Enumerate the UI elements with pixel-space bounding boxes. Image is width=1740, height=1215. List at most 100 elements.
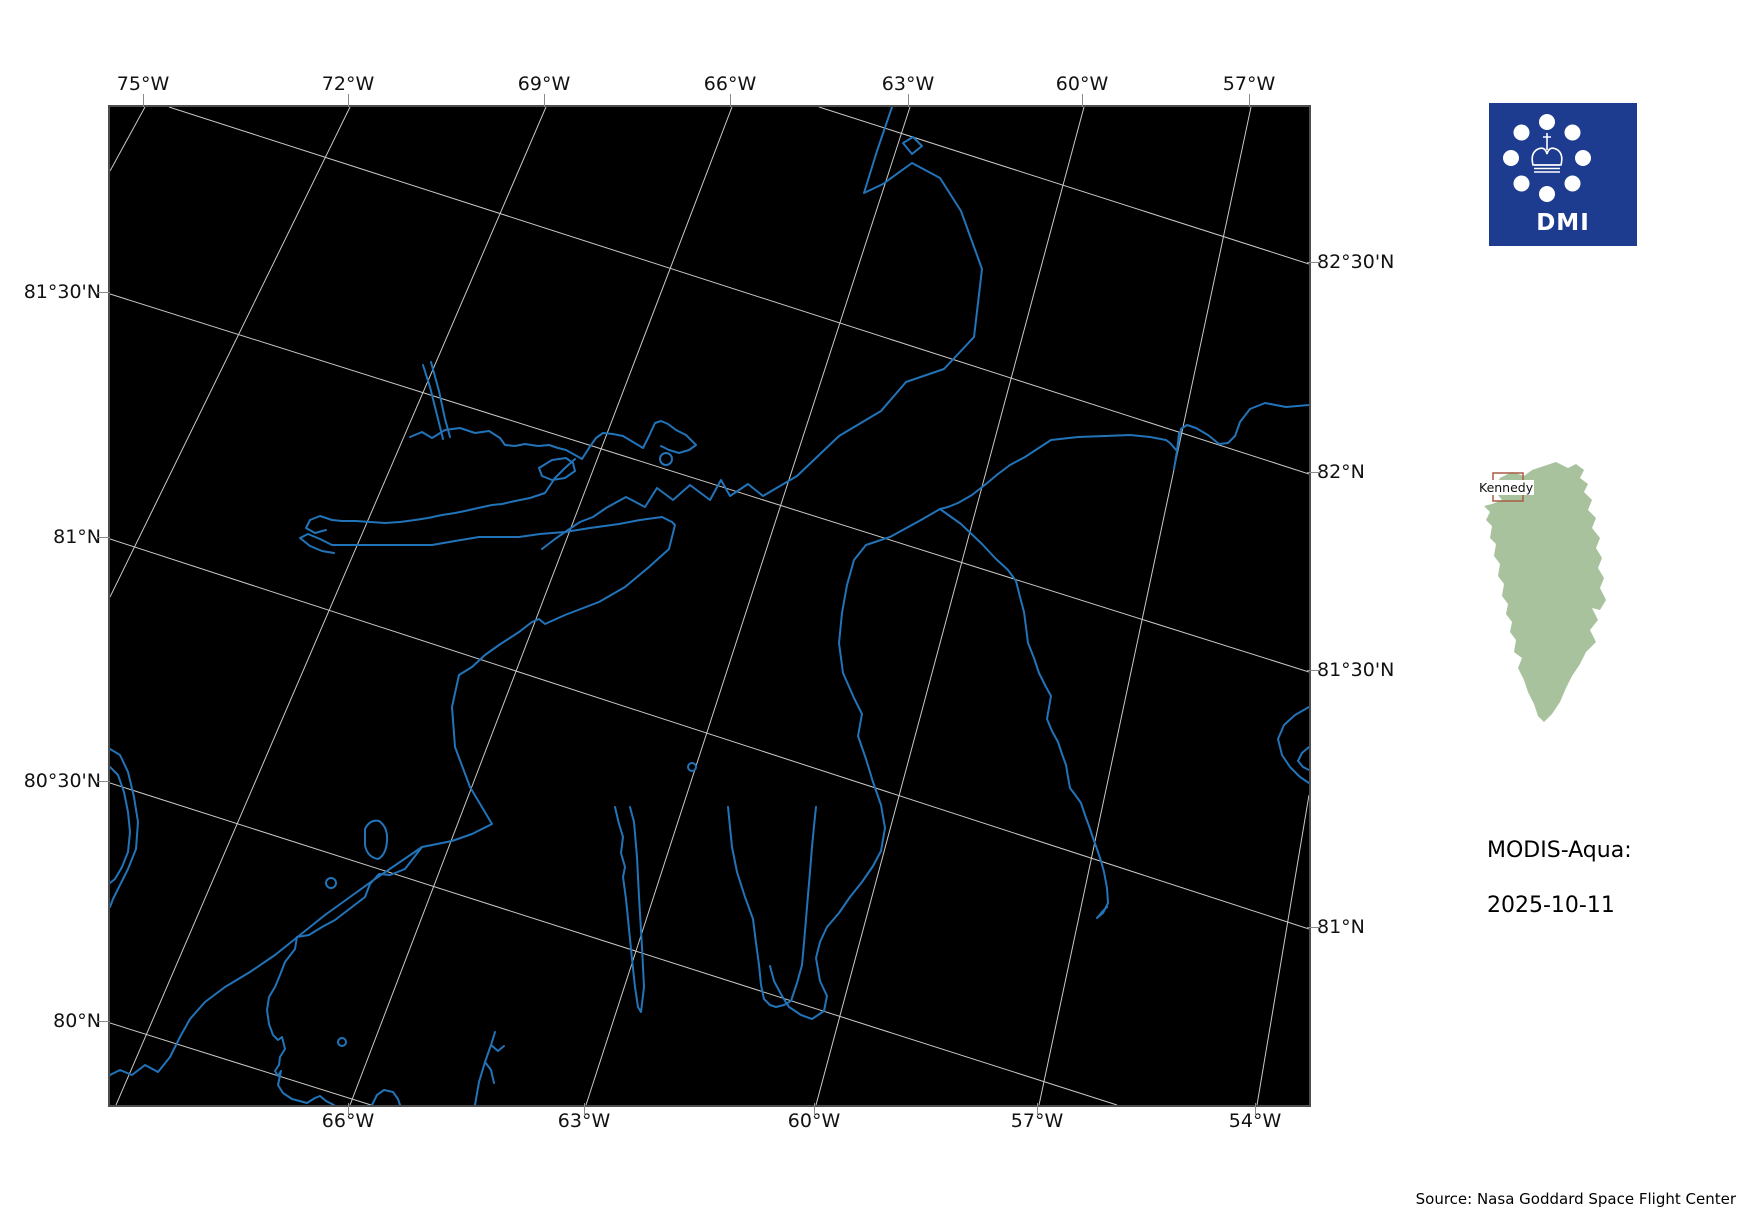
axis-label-right: 81°N [1317, 916, 1365, 938]
satellite-name-caption: MODIS-Aqua: [1487, 838, 1632, 863]
logo-dot [1564, 175, 1581, 192]
coastline-path [659, 452, 673, 466]
coastline-path [939, 508, 1109, 919]
axis-label-bottom: 57°W [1010, 1110, 1064, 1132]
dmi-logo: DMI [1489, 103, 1637, 246]
axis-tick [1307, 670, 1320, 671]
axis-label-left: 80°N [53, 1010, 101, 1032]
region-label: Kennedy [1478, 480, 1535, 495]
coastline-path [538, 457, 576, 481]
axis-tick [143, 94, 144, 107]
coastline-path [110, 748, 139, 908]
coastline-path [541, 107, 983, 550]
graticule-line-82°N [168, 107, 1309, 475]
axis-label-left: 81°30'N [23, 281, 101, 303]
axis-tick [1255, 1103, 1256, 1116]
graticule-line-75°W [110, 107, 146, 172]
axis-tick [1307, 262, 1320, 263]
graticule-line-81°N [110, 538, 1309, 930]
graticule-line-72°W [110, 107, 351, 598]
graticule-line-80°30'N [110, 782, 1118, 1105]
graticule-line-66°W [349, 107, 733, 1105]
axis-tick [348, 94, 349, 107]
axis-tick [1307, 472, 1320, 473]
axis-label-top: 69°W [517, 73, 571, 95]
axis-label-top: 75°W [116, 73, 170, 95]
axis-label-right: 82°N [1317, 461, 1365, 483]
axis-tick [1307, 927, 1320, 928]
coastline-path [422, 361, 451, 440]
coastline-path [687, 762, 697, 772]
axis-tick [544, 94, 545, 107]
graticule-line-81°30'N [110, 293, 1309, 673]
map-area [108, 105, 1311, 1107]
axis-tick [97, 781, 110, 782]
axis-tick [814, 1103, 815, 1116]
axis-label-right: 81°30'N [1317, 659, 1395, 681]
map-canvas [110, 107, 1309, 1105]
coastline-path [337, 1037, 347, 1047]
logo-dot [1564, 124, 1581, 141]
logo-dot [1539, 186, 1555, 202]
axis-label-bottom: 63°W [557, 1110, 611, 1132]
dmi-logo-graphic [1489, 103, 1637, 246]
coastline-path [305, 458, 576, 534]
coastline-path [727, 806, 817, 1008]
axis-label-top: 60°W [1055, 73, 1109, 95]
coastline-path [902, 136, 923, 155]
coastline-path [769, 508, 941, 1020]
axis-tick [1037, 1103, 1038, 1116]
graticule-lines [110, 107, 1309, 1105]
coastline-path [371, 1089, 401, 1105]
axis-tick [97, 537, 110, 538]
coastline-path [266, 846, 423, 1105]
greenland-inset-map [1484, 462, 1606, 722]
logo-dot [1539, 114, 1555, 130]
coastline-path [939, 402, 1309, 510]
graticule-line-69°W [115, 107, 547, 1105]
graticule-line-63°W [585, 107, 911, 1105]
axis-tick [1082, 94, 1083, 107]
dmi-logo-dots [1503, 114, 1591, 202]
axis-label-top: 57°W [1222, 73, 1276, 95]
axis-tick [97, 292, 110, 293]
logo-dot [1513, 124, 1530, 141]
axis-label-bottom: 60°W [787, 1110, 841, 1132]
logo-dot [1503, 150, 1519, 166]
coastline-path [110, 516, 676, 1076]
coastline-path [1277, 706, 1309, 784]
coastline-path [409, 420, 697, 460]
dmi-logo-background [1489, 103, 1637, 246]
coastline-path [614, 806, 645, 1013]
axis-label-bottom: 66°W [321, 1110, 375, 1132]
axis-label-right: 82°30'N [1317, 251, 1395, 273]
graticule-line-60°W [815, 107, 1085, 1105]
logo-dot [1575, 150, 1591, 166]
axis-label-bottom: 54°W [1228, 1110, 1282, 1132]
axis-tick [730, 94, 731, 107]
graticule-line-54°W [1256, 794, 1309, 1105]
image-date-caption: 2025-10-11 [1487, 893, 1615, 918]
coastline-path [364, 819, 389, 860]
axis-label-top: 63°W [881, 73, 935, 95]
dmi-logo-text: DMI [1536, 210, 1590, 236]
greenland-silhouette [1484, 462, 1606, 722]
graticule-line-80°N [110, 1022, 372, 1105]
axis-tick [908, 94, 909, 107]
axis-label-left: 81°N [53, 526, 101, 548]
source-credit: Source: Nasa Goddard Space Flight Center [1415, 1190, 1736, 1208]
logo-dot [1513, 175, 1530, 192]
axis-label-top: 66°W [703, 73, 757, 95]
crown-icon [1531, 133, 1563, 173]
axis-tick [1249, 94, 1250, 107]
axis-tick [97, 1021, 110, 1022]
coastline-layer [110, 107, 1309, 1105]
coastline-path [325, 877, 337, 889]
axis-label-top: 72°W [321, 73, 375, 95]
coastline-path [474, 1031, 505, 1105]
graticule-line-82°30'N [818, 107, 1309, 265]
axis-label-left: 80°30'N [23, 770, 101, 792]
axis-tick [584, 1103, 585, 1116]
axis-tick [348, 1103, 349, 1116]
